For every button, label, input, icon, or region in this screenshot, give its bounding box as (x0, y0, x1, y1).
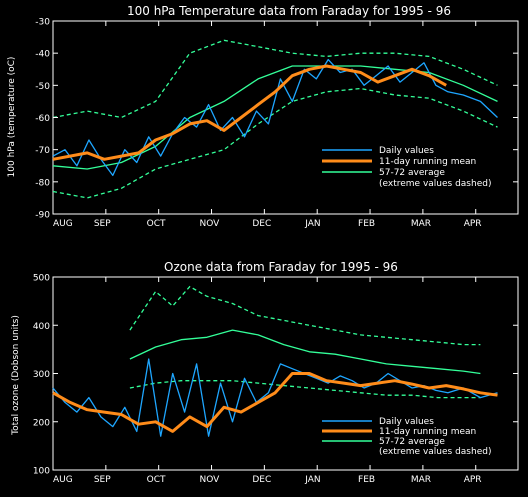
temperature-ylabel: 100 hPa (temperature (oC) (7, 57, 17, 178)
ozone-xtick-label: SEP (94, 475, 111, 485)
ozone-marks (52, 285, 498, 437)
ozone-title: Ozone data from Faraday for 1995 - 96 (164, 260, 398, 274)
ozone-ytick-label: 100 (33, 467, 50, 477)
temperature-ytick-label: -40 (35, 50, 50, 60)
temperature-ytick-label: -70 (35, 146, 50, 156)
ozone-xtick-label: MAR (411, 475, 431, 485)
ozone-xtick-label: FEB (358, 475, 375, 485)
temperature-xtick-label: MAR (411, 219, 431, 229)
ozone-series-daily (52, 358, 498, 437)
temperature-xtick-label: SEP (94, 219, 111, 229)
temperature-ytick-label: -90 (35, 211, 50, 221)
temperature-legend-label: 11-day running mean (379, 157, 476, 167)
ozone-ticks: 100 200 300 400 500 AUG SEP OCT NOV DEC JAN FEB MAR A… (33, 274, 518, 485)
temperature-xtick-label: AUG (53, 219, 73, 229)
ozone-xtick-label: DEC (252, 475, 271, 485)
temperature-series-daily (52, 58, 498, 177)
temperature-xtick-label: NOV (200, 219, 221, 229)
temperature-series-mean (52, 64, 447, 161)
ozone-xtick-label: AUG (53, 475, 73, 485)
temperature-xtick-label: APR (464, 219, 482, 229)
ozone-xtick-label: JAN (304, 475, 320, 485)
ozone-legend-label: (extreme values dashed) (379, 447, 491, 457)
temperature-ytick-label: -50 (35, 82, 50, 92)
temperature-xtick-label: JAN (304, 219, 320, 229)
temperature-ticks: -90 -80 -70 -60 -50 -40 -30 AUG SEP OCT NOV DEC JAN F… (35, 18, 518, 229)
ozone-ytick-label: 400 (33, 322, 50, 332)
ozone-panel: Ozone data from Faraday for 1995 - 96 To… (11, 260, 519, 485)
temperature-xtick-label: OCT (147, 219, 166, 229)
ozone-series-mean (52, 372, 498, 433)
ozone-series-avg (129, 329, 481, 375)
ozone-xtick-label: OCT (147, 475, 166, 485)
temperature-title: 100 hPa Temperature data from Faraday fo… (127, 4, 451, 18)
temperature-ytick-label: -80 (35, 178, 50, 188)
temperature-xtick-label: FEB (358, 219, 375, 229)
ozone-ytick-label: 200 (33, 418, 50, 428)
temperature-marks (52, 39, 498, 199)
temperature-panel: 100 hPa Temperature data from Faraday fo… (7, 4, 519, 229)
ozone-legend-label: 57-72 average (379, 437, 445, 447)
temperature-ytick-label: -30 (35, 18, 50, 28)
ozone-ytick-label: 300 (33, 370, 50, 380)
ozone-ylabel: Total ozone (Dobson units) (11, 315, 21, 436)
ozone-legend-label: Daily values (379, 417, 434, 427)
ozone-series-max (129, 285, 481, 346)
temperature-ytick-label: -60 (35, 114, 50, 124)
ozone-ytick-label: 500 (33, 274, 50, 284)
temperature-legend-label: Daily values (379, 146, 434, 156)
temperature-legend-label: 57-72 average (379, 168, 445, 178)
ozone-xtick-label: NOV (200, 475, 221, 485)
temperature-xtick-label: DEC (252, 219, 271, 229)
ozone-xtick-label: APR (464, 475, 482, 485)
temperature-legend-label: (extreme values dashed) (379, 179, 491, 189)
temperature-series-max (52, 39, 498, 119)
ozone-legend-label: 11-day running mean (379, 427, 476, 437)
